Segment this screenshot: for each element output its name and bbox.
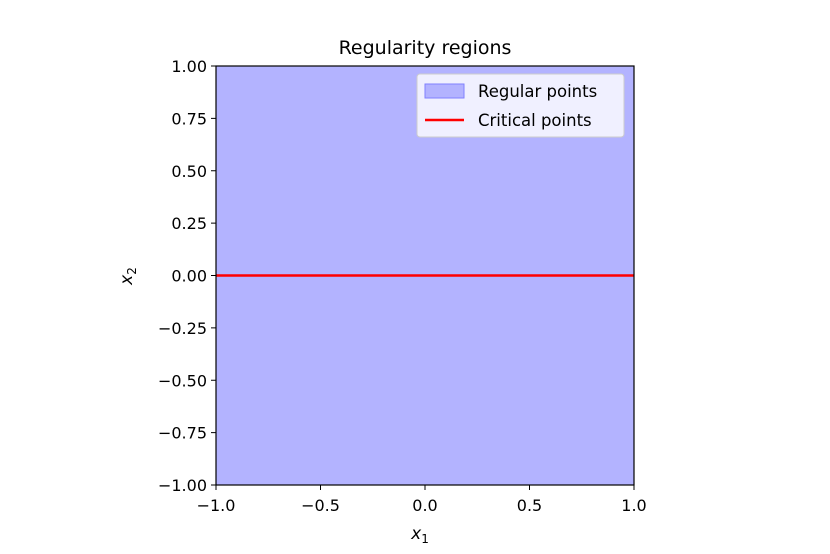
legend-label-regular-points: Regular points (478, 82, 597, 101)
y-tick-label: 0.75 (171, 109, 207, 128)
y-axis-label: x2 (117, 267, 139, 286)
legend-frame (416, 73, 625, 138)
x-tick-label: 1.0 (621, 496, 646, 515)
y-axis-label-main: x (117, 274, 137, 286)
y-tick-label: 1.00 (171, 57, 207, 76)
legend-label-critical-points: Critical points (478, 111, 592, 130)
y-tick-label: −0.50 (158, 371, 207, 390)
y-tick-label: −0.75 (158, 424, 207, 443)
x-axis-label-main: x (410, 524, 422, 544)
y-tick-label: 0.50 (171, 162, 207, 181)
y-tick-label: −0.25 (158, 319, 207, 338)
y-axis-label-sub: 2 (125, 267, 139, 275)
y-tick-label: 0.00 (171, 267, 207, 286)
x-axis-label: x1 (410, 524, 429, 546)
x-tick-label: 0.0 (412, 496, 437, 515)
x-tick-label: −0.5 (301, 496, 340, 515)
chart-title: Regularity regions (339, 37, 512, 59)
legend: Regular points Critical points (416, 73, 625, 138)
x-tick-label: −1.0 (197, 496, 236, 515)
y-tick-label: 0.25 (171, 214, 207, 233)
legend-swatch-regular-points (424, 83, 465, 99)
x-tick-label: 0.5 (517, 496, 542, 515)
x-axis-label-sub: 1 (421, 532, 429, 546)
y-tick-label: −1.00 (158, 476, 207, 495)
